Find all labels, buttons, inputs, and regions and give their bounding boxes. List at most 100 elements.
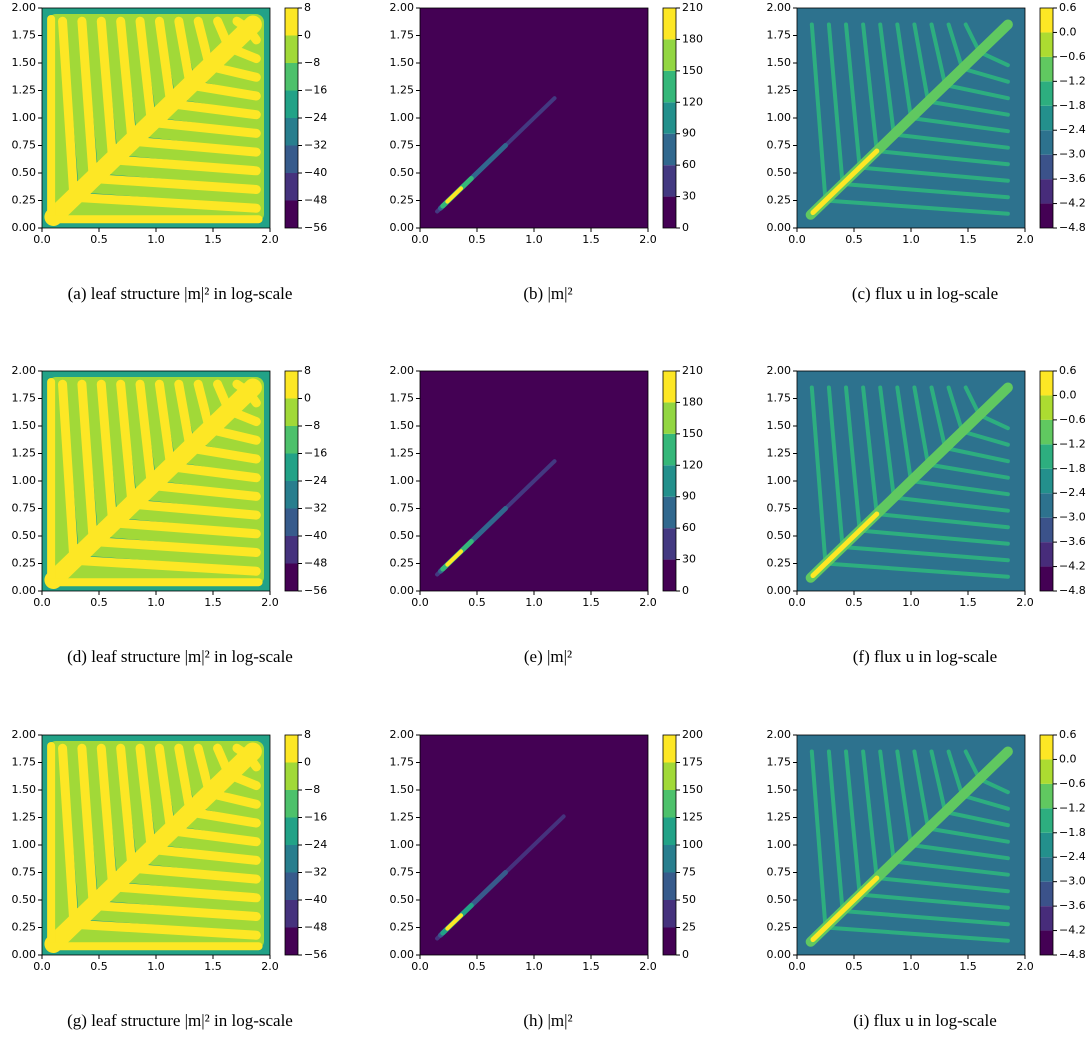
colorbar-tick-label: 150 [682,427,703,440]
contour-field [42,371,270,591]
y-tick-label: 0.50 [767,893,792,906]
vein [857,165,1010,183]
vein [88,174,261,194]
y-tick-label: 2.00 [390,728,415,741]
y-tick-label: 0.75 [12,866,37,879]
colorbar-tick-label: −8 [304,419,320,432]
y-tick-label: 1.75 [767,29,792,42]
vein [96,379,118,528]
colorbar-band [285,762,298,790]
colorbar-band [663,165,676,197]
colorbar-band [663,900,676,928]
vein [826,749,845,913]
y-tick-label: 0.50 [390,893,415,906]
x-tick-label: 0.5 [90,233,108,246]
vein [874,876,1010,894]
vein [166,826,261,847]
colorbar-band [663,845,676,873]
y-tick-label: 1.00 [12,838,37,851]
colorbar-tick-label: −1.8 [1059,826,1086,839]
x-tick-label: 0.0 [33,960,51,973]
x-tick-label: 2.0 [261,596,279,609]
colorbar-band [1040,881,1053,907]
y-tick-label: 1.75 [390,392,415,405]
caption: (h) |m|² [523,1011,572,1030]
x-tick-label: 0.5 [468,596,486,609]
vein [874,149,1010,167]
panel: 0.0 0.5 1.0 1.5 2.0 0.00 0.25 0.50 0.75 1.00 1.25 1… [767,1,1086,303]
x-tick-label: 0.0 [33,233,51,246]
y-tick-label: 0.75 [12,139,37,152]
vein [44,742,262,953]
y-tick-label: 0.25 [390,557,415,570]
vein [166,462,261,483]
vein [844,22,862,170]
y-tick-label: 0.50 [390,529,415,542]
colorbar-tick-label: −24 [304,111,327,124]
colorbar-tick-label: 0.0 [1059,752,1077,765]
colorbar-band [663,528,676,560]
colorbar-tick-label: −1.8 [1059,462,1086,475]
vein [108,518,261,539]
vein [943,446,1010,464]
x-tick-label: 0.5 [90,960,108,973]
colorbar-band [663,496,676,529]
colorbar-band [285,200,298,228]
colorbar-tick-label: −1.2 [1059,801,1086,814]
colorbar-tick-label: 175 [682,756,703,769]
colorbar-tick-label: 30 [682,190,696,203]
vein [840,545,1010,563]
colorbar-band [285,927,298,955]
y-tick-label: 1.75 [12,756,37,769]
colorbar-band [1040,8,1053,33]
vein [58,16,79,202]
vein [909,116,1010,134]
x-tick-label: 0.0 [788,233,806,246]
vein [844,749,862,897]
contour-field [420,371,648,591]
colorbar-tick-label: 210 [682,1,703,14]
colorbar-tick-label: −1.8 [1059,99,1086,112]
x-tick-label: 2.0 [261,960,279,973]
x-tick-label: 1.0 [525,960,543,973]
vein [445,913,464,931]
colorbar-tick-label: 210 [682,364,703,377]
vein [146,117,261,138]
y-tick-label: 1.50 [390,783,415,796]
colorbar-tick-label: 90 [682,490,696,503]
colorbar-band [285,536,298,564]
colorbar-tick-label: −4.2 [1059,197,1086,210]
caption: (g) leaf structure |m|² in log-scale [67,1011,293,1030]
y-tick-label: 2.00 [767,364,792,377]
vein [878,749,896,864]
y-tick-label: 1.00 [390,474,415,487]
y-tick-label: 0.00 [390,948,415,961]
contour-field [42,735,270,955]
panel: 0.0 0.5 1.0 1.5 2.0 0.00 0.25 0.50 0.75 1.00 1.25 1… [390,364,704,666]
colorbar-tick-label: 8 [304,1,311,14]
colorbar-tick-label: 0.6 [1059,728,1077,741]
vein [445,549,464,567]
vein [840,182,1010,200]
colorbar-band [1040,930,1053,955]
colorbar-band [1040,566,1053,591]
colorbar-tick-label: −32 [304,866,327,879]
contour-field [797,8,1025,228]
x-tick-label: 2.0 [261,233,279,246]
panel: 0.0 0.5 1.0 1.5 2.0 0.00 0.25 0.50 0.75 1.00 1.25 1… [12,1,328,303]
colorbar-tick-label: −0.6 [1059,413,1086,426]
vein [58,743,79,929]
vein [108,882,261,903]
vein [154,379,176,472]
colorbar-tick-label: −32 [304,139,327,152]
vein [116,379,137,509]
y-tick-label: 1.00 [767,474,792,487]
x-tick-label: 0.5 [90,596,108,609]
x-tick-label: 1.0 [902,960,920,973]
x-tick-label: 0.5 [468,233,486,246]
vein [929,749,948,814]
x-tick-label: 0.5 [845,233,863,246]
vein [809,22,828,203]
colorbar-tick-label: 90 [682,127,696,140]
y-tick-label: 0.00 [12,221,37,234]
